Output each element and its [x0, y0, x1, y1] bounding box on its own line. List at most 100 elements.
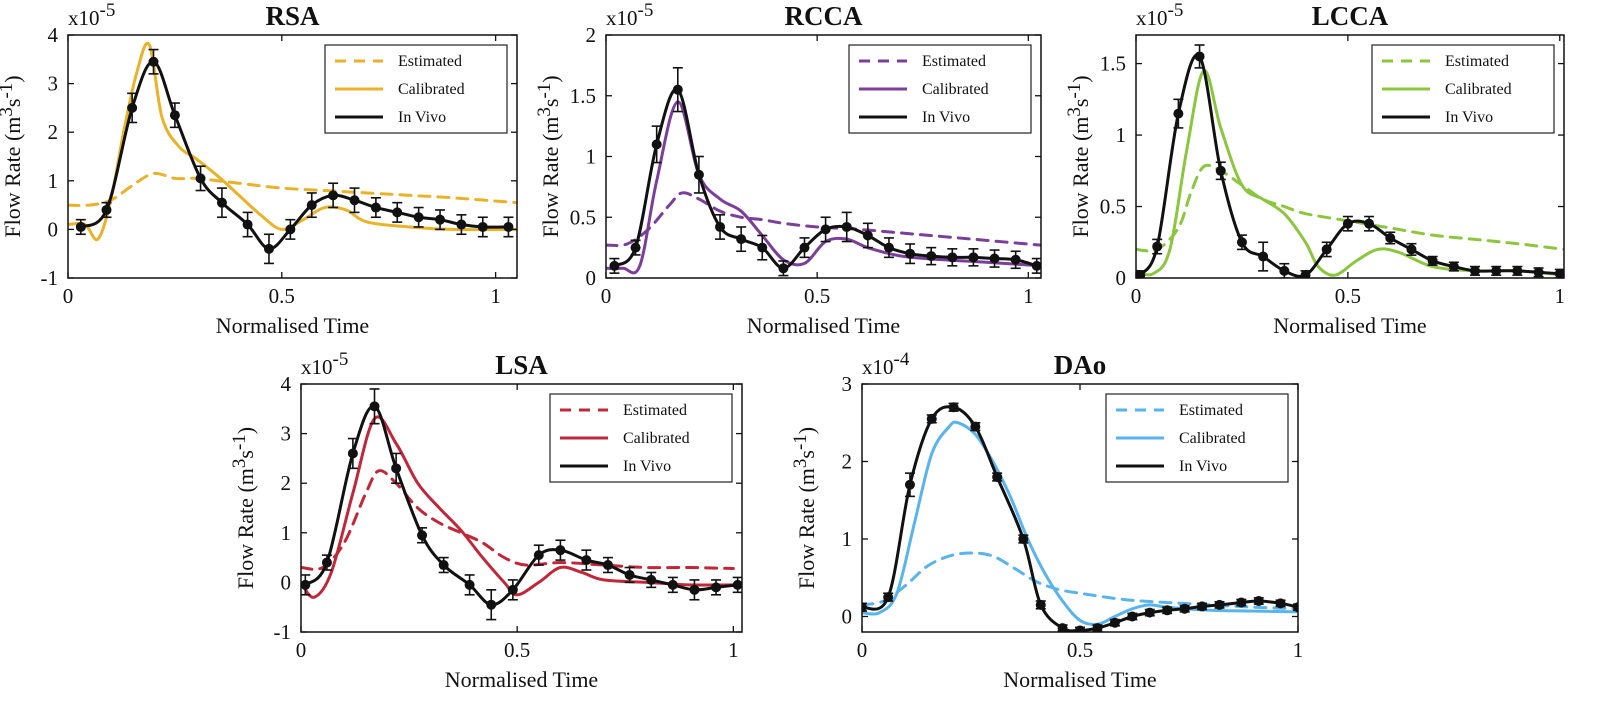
data-point — [503, 221, 514, 232]
series-line — [301, 469, 735, 571]
plot-frame — [67, 34, 518, 279]
axis-scale-factor: x10-5 — [606, 0, 653, 30]
y-tick-label: 3 — [48, 72, 59, 96]
data-point — [301, 579, 311, 590]
data-point — [926, 413, 937, 424]
y-axis-label: Flow Rate (m3s-1) — [229, 427, 258, 589]
chart-title: RCCA — [785, 1, 863, 31]
data-point — [1194, 51, 1205, 62]
x-tick-label: 0.5 — [804, 284, 830, 308]
x-tick-label: 1 — [1023, 284, 1034, 308]
data-point — [736, 234, 747, 245]
data-point — [533, 550, 544, 561]
data-point — [1253, 596, 1264, 606]
legend-label: Estimated — [1179, 402, 1243, 419]
series-line — [862, 551, 1298, 611]
y-tick-label: 0 — [281, 570, 292, 594]
x-axis-label: Normalised Time — [216, 313, 369, 338]
data-point — [711, 582, 722, 593]
x-axis-label: Normalised Time — [1273, 313, 1426, 338]
data-point — [1385, 232, 1396, 243]
data-point — [347, 448, 358, 459]
axis-scale-factor: x10-4 — [862, 349, 910, 379]
data-point — [820, 224, 831, 235]
y-tick-label: 3 — [842, 372, 853, 396]
y-tick-label: 2 — [281, 471, 292, 495]
data-point — [926, 251, 937, 262]
y-tick-label: 1 — [842, 527, 853, 551]
x-tick-label: 0.5 — [1067, 638, 1093, 662]
series-estimated — [606, 191, 1041, 247]
data-point — [438, 560, 449, 571]
series-calibrated — [862, 420, 1298, 626]
chart-panel-dao: DAo x10-4 0 0.5 1 0 1 2 3 Normalised Time Flow Rat… — [790, 349, 1303, 692]
legend-label: Calibrated — [922, 81, 989, 98]
data-point — [1236, 597, 1247, 608]
legend-label: Estimated — [1445, 53, 1509, 70]
data-point — [349, 195, 360, 206]
data-point — [1173, 108, 1184, 119]
data-point — [1010, 254, 1021, 265]
legend-label: Calibrated — [623, 430, 690, 447]
data-point — [507, 584, 518, 595]
data-point — [1144, 607, 1155, 618]
data-point — [1342, 218, 1353, 229]
y-tick-label: 3 — [281, 422, 292, 446]
y-tick-label: 1 — [281, 521, 292, 545]
series-calibrated — [606, 100, 1041, 275]
data-point — [285, 224, 296, 235]
x-tick-label: 1 — [1293, 638, 1304, 662]
data-point — [1406, 244, 1417, 255]
data-point — [992, 472, 1003, 482]
axis-scale-factor: x10-5 — [1136, 0, 1183, 30]
plot-frame — [1135, 34, 1565, 279]
y-tick-label: 1.5 — [570, 84, 596, 108]
legend-label: In Vivo — [398, 109, 446, 126]
y-tick-label: 0.5 — [570, 205, 596, 229]
y-tick-label: 0 — [842, 605, 853, 629]
data-point — [169, 110, 180, 121]
data-point — [630, 242, 641, 253]
y-axis-label: Flow Rate (m3s-1) — [1064, 75, 1093, 237]
data-point — [581, 555, 592, 566]
x-axis-label: Normalised Time — [445, 667, 598, 692]
x-tick-label: 1 — [1555, 284, 1566, 308]
x-tick-label: 0.5 — [269, 284, 295, 308]
series-calibrated — [1136, 69, 1564, 277]
data-point — [1533, 267, 1544, 278]
data-point — [1197, 601, 1208, 612]
data-point — [75, 221, 86, 232]
data-point — [242, 219, 253, 230]
data-point — [1470, 265, 1481, 276]
in-vivo-markers — [301, 388, 742, 621]
data-point — [841, 221, 852, 232]
legend: Estimated Calibrated In Vivo — [848, 44, 1032, 134]
data-point — [456, 219, 467, 230]
data-point — [651, 139, 662, 150]
data-point — [464, 579, 475, 590]
data-point — [370, 202, 381, 213]
data-point — [477, 221, 488, 232]
data-point — [989, 253, 1000, 264]
data-point — [1236, 237, 1247, 248]
data-point — [321, 557, 332, 568]
data-point — [609, 260, 620, 271]
data-point — [1152, 241, 1163, 252]
y-tick-label: -1 — [274, 620, 292, 644]
x-axis-label: Normalised Time — [747, 313, 900, 338]
x-tick-label: 0 — [1131, 284, 1142, 308]
legend-label: Calibrated — [1445, 81, 1512, 98]
legend-label: Estimated — [398, 53, 462, 70]
data-point — [263, 243, 274, 254]
data-point — [195, 173, 206, 184]
series-line — [301, 415, 735, 599]
y-axis-label: Flow Rate (m3s-1) — [0, 75, 25, 237]
axis-scale-factor: x10-5 — [301, 349, 348, 379]
data-point — [947, 252, 958, 263]
legend-label: Calibrated — [1179, 430, 1246, 447]
x-tick-label: 0.5 — [1335, 284, 1361, 308]
data-point — [1162, 605, 1173, 616]
data-point — [1214, 599, 1225, 610]
y-tick-label: -1 — [41, 266, 59, 290]
